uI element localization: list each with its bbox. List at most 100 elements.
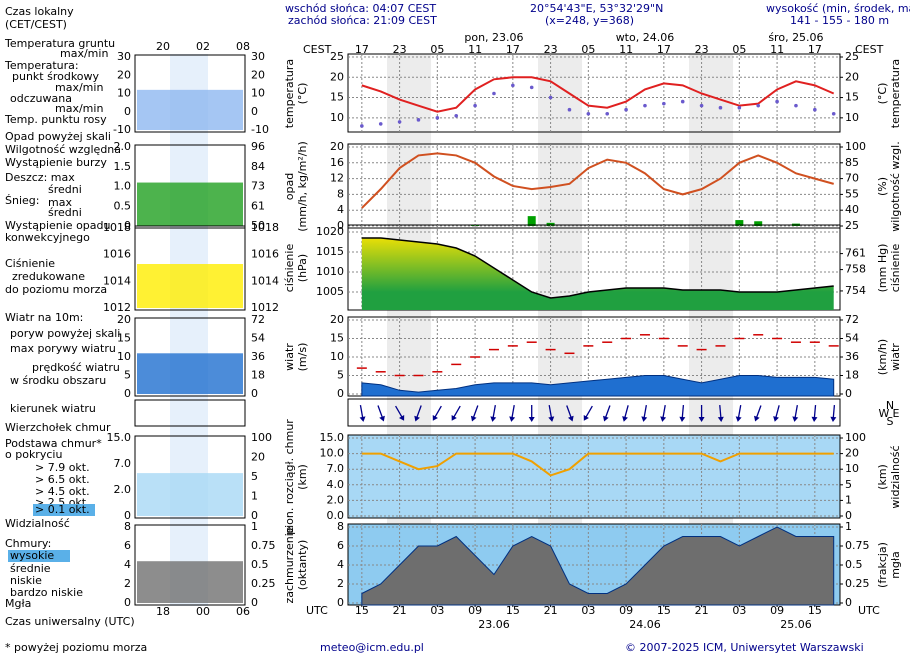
legend-text: Deszcz: max [5,171,75,184]
plot-area [356,334,839,397]
arrow-shaft [681,404,685,420]
dot [586,111,591,116]
wind-arrow [754,405,762,422]
dot [416,118,421,122]
dot [567,107,572,112]
legend-text: zredukowane [12,270,85,283]
sunset: zachód słońca: 21:09 CEST [288,14,437,27]
mini-tick-label: 7.0 [114,457,132,470]
date-top: pon, 23.06 [464,31,523,44]
mini-sample [137,473,243,516]
wind-arrow [622,405,629,422]
dot [680,99,685,104]
legend-text: wysokie [10,549,54,562]
x-tick-label: 15 [657,604,671,617]
dot [831,111,836,116]
y2-tick-label: 0.75 [845,539,870,552]
local-tick-label: 11 [468,43,482,56]
y-tick-label: 0 [337,387,344,400]
arrow-shaft [719,404,722,420]
arrow-head [432,414,438,421]
local-tick-label: 23 [393,43,407,56]
mini-tick-label: 0 [124,509,131,522]
x-tick-label: 15 [506,604,520,617]
line [361,76,835,113]
y-tick-label: 1005 [316,285,344,298]
legend-text: średni [48,183,82,196]
y2-tick-label: 55 [845,187,859,200]
arrow-shaft [584,405,593,419]
axis-label: zachmurzenie [283,526,296,603]
arrow-head [490,416,497,422]
arrow-shaft [813,404,817,420]
arrow-shaft [566,405,573,419]
mini-sample [137,353,243,394]
arrow-head [622,416,628,422]
mini-tick-label: 10 [117,350,131,363]
mini-time-bottom: 00 [196,605,210,618]
axis-label: (m/s) [296,343,309,372]
area [361,238,834,310]
wind-arrow [414,405,422,422]
dot [756,103,761,108]
bar [754,221,763,226]
wind-arrow [528,405,535,422]
mini-tick-label: 20 [251,68,265,81]
y2-tick-label: 758 [845,263,866,276]
dot [511,83,515,88]
arrow-shaft [377,405,384,419]
mini-tick-label: 54 [251,332,265,345]
arrow-shaft [511,405,515,420]
wind-arrow [470,405,479,422]
x-tick-label: 15 [355,604,369,617]
arrow-head [509,416,516,422]
y-tick-label: 2 [337,577,344,590]
compass: W [879,407,890,420]
axis-label: mgła [889,551,902,579]
legend-text: bardzo niskie [10,586,83,599]
utc-name: UTC [858,604,880,617]
mini-tick-label: 1012 [103,301,131,314]
mini-tick-label: 50 [251,219,265,232]
y2-tick-label: 5 [845,478,852,491]
date-bottom: 25.06 [780,618,812,631]
arrow-shaft [832,404,836,420]
y2-tick-label: 1 [845,520,852,533]
legend-text: (CET/CEST) [5,18,67,31]
axis-label: wiatr [283,343,296,371]
y2-tick-label: 20 [845,70,859,83]
axis-label: (%) [876,177,889,196]
y2-tick-label: 0.25 [845,577,870,590]
axis-label: wilgotność wzgl. [889,141,902,231]
arrow-head [735,416,742,422]
local-tick-label: 05 [732,43,746,56]
legend-text: Wystąpienie opadu [5,219,110,232]
legend-text: Temperatura: [4,59,79,72]
mini-tick-label: 0.75 [251,539,276,552]
arrow-shaft [472,405,479,419]
arrow-head [583,414,589,421]
dot [397,120,402,124]
mini-tick-label: 84 [251,160,265,173]
y2-tick-label: 0 [845,387,852,400]
legend-text: Opad powyżej skali [5,130,111,143]
legend-text: odczuwana [10,92,72,105]
arrow-shaft [492,405,496,420]
legend-highlight [33,504,95,516]
arrow-head [568,415,574,422]
legend-text: > 4.5 okt. [35,485,90,498]
wind-arrow [583,405,593,421]
legend-text: Czas lokalny [5,5,74,18]
mini-sample [137,89,243,130]
bar [546,222,555,226]
dot [605,111,610,116]
email[interactable]: meteo@icm.edu.pl [320,641,424,654]
legend-text: Wystąpienie burzy [5,156,107,169]
mini-tick-label: 1014 [251,274,279,287]
area [361,526,835,606]
date-bottom: 24.06 [629,618,661,631]
arrow-shaft [604,405,611,419]
y2-tick-label: 25 [845,50,859,63]
legend-text: max porywy wiatru [10,342,116,355]
